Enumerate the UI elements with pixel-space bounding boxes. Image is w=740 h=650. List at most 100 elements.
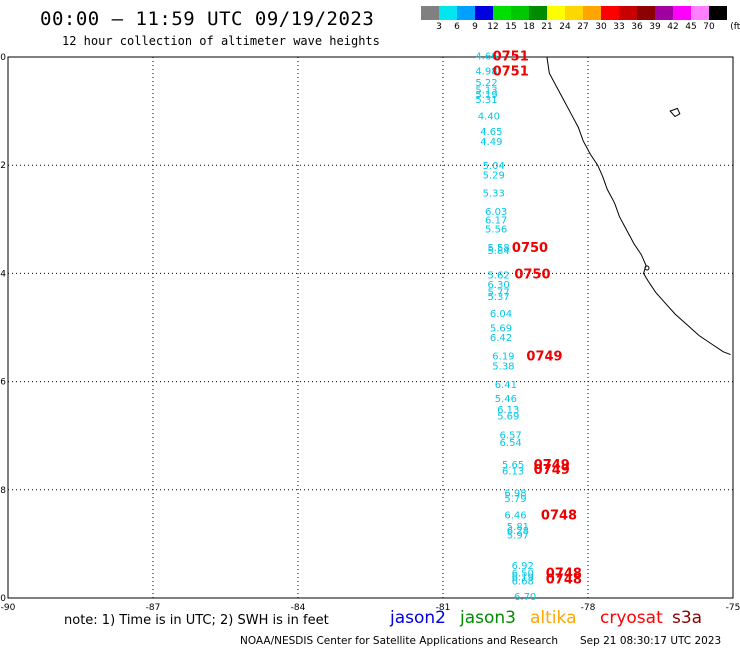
timestamp-text: Sep 21 08:30:17 UTC 2023 [580, 635, 722, 647]
colorbar-swatch [511, 6, 529, 20]
note-text: note: 1) Time is in UTC; 2) SWH is in fe… [64, 613, 329, 628]
lon-tick-label: -84 [291, 603, 306, 613]
swh-value-label: 6.57 [500, 431, 522, 442]
swh-value-label: 4.98 [475, 67, 497, 78]
swh-value-label: 5.04 [483, 161, 505, 172]
colorbar-swatch [637, 6, 655, 20]
colorbar-swatch [583, 6, 601, 20]
colorbar-swatch [619, 6, 637, 20]
time-label: 0749 [534, 458, 570, 473]
swh-value-label: 6.28 [507, 526, 529, 537]
colorbar-tick-label: 33 [613, 22, 625, 32]
colorbar-swatch [673, 6, 691, 20]
satellite-altika: altika [530, 608, 577, 628]
swh-value-label: 5.13 [475, 85, 497, 96]
satellite-s3a: s3a [672, 608, 703, 628]
colorbar-tick-label: 15 [505, 22, 517, 32]
lat-tick-label: -20 [0, 594, 6, 604]
colorbar-tick-label: 30 [595, 22, 607, 32]
swh-value-label: 5.81 [507, 522, 529, 533]
swh-value-label: 6.54 [500, 438, 522, 449]
time-label: 0751 [493, 65, 529, 80]
swh-value-label: 5.84 [487, 246, 509, 257]
colorbar-tick-label: 6 [454, 22, 460, 32]
colorbar-tick-label: 70 [703, 22, 715, 32]
colorbar-unit-label: (ft) [730, 22, 740, 32]
lat-tick-label: -16 [0, 378, 6, 388]
swh-value-label: 6.41 [495, 380, 517, 391]
time-label: 0750 [512, 241, 548, 256]
page-title: 00:00 – 11:59 UTC 09/19/2023 [40, 8, 375, 30]
time-label: 0750 [514, 267, 550, 282]
colorbar-tick-label: 45 [685, 22, 697, 32]
swh-value-label: 5.65 [502, 460, 524, 471]
swh-value-label: 6.42 [490, 333, 512, 344]
colorbar-tick-label: 21 [541, 22, 553, 32]
colorbar-swatch [565, 6, 583, 20]
swh-value-label: 5.33 [483, 188, 505, 199]
swh-value-label: 5.69 [490, 324, 512, 335]
map-frame [7, 56, 734, 599]
time-label: 0748 [541, 509, 577, 524]
swh-value-label: 5.29 [483, 170, 505, 181]
swh-value-label: 4.49 [480, 137, 502, 148]
page-subtitle: 12 hour collection of altimeter wave hei… [62, 34, 380, 48]
swh-value-label: 6.13 [502, 466, 524, 477]
swh-value-label: 4.65 [480, 127, 502, 138]
swh-value-label: 6.46 [504, 511, 526, 522]
lat-tick-label: -12 [0, 161, 6, 171]
colorbar-tick-label: 3 [436, 22, 442, 32]
credit-text: NOAA/NESDIS Center for Satellite Applica… [240, 635, 558, 647]
swh-value-label: 4.40 [478, 111, 500, 122]
colorbar-swatch [529, 6, 547, 20]
colorbar-tick-label: 36 [631, 22, 643, 32]
time-label: 0751 [493, 49, 529, 64]
colorbar-tick-label: 27 [577, 22, 589, 32]
colorbar-tick-label: 24 [559, 22, 571, 32]
time-label: 0748 [546, 567, 582, 582]
swh-value-label: 5.56 [485, 224, 507, 235]
swh-value-label: 5.37 [487, 292, 509, 303]
swh-value-label: 6.98 [504, 489, 526, 500]
lat-tick-label: -14 [0, 269, 6, 279]
satellite-jason2: jason2 [390, 608, 446, 628]
satellite-jason3: jason3 [460, 608, 516, 628]
coastline [546, 56, 731, 356]
lon-tick-label: -81 [436, 603, 451, 613]
lon-tick-label: -78 [581, 603, 596, 613]
colorbar-tick-label: 39 [649, 22, 661, 32]
colorbar-swatch [709, 6, 727, 20]
swh-value-label: 6.70 [514, 592, 536, 603]
swh-value-label: 6.68 [512, 577, 534, 588]
time-label: 0749 [534, 463, 570, 478]
colorbar-swatch [547, 6, 565, 20]
swh-value-label: 6.13 [497, 405, 519, 416]
swh-value-label: 5.69 [497, 412, 519, 423]
satellite-cryosat: cryosat [600, 608, 663, 628]
island-outline [669, 107, 681, 118]
swh-value-label: 6.17 [485, 215, 507, 226]
swh-value-label: 5.97 [507, 531, 529, 542]
colorbar-swatch [439, 6, 457, 20]
time-label: 0748 [546, 573, 582, 588]
colorbar-tick-label: 42 [667, 22, 679, 32]
colorbar-tick-label: 12 [487, 22, 499, 32]
lat-tick-label: -18 [0, 486, 6, 496]
swh-value-label: 6.50 [512, 569, 534, 580]
lat-tick-label: -10 [0, 53, 6, 63]
swh-value-label: 5.46 [495, 394, 517, 405]
lon-tick-label: -75 [726, 603, 740, 613]
colorbar-tick-label: 9 [472, 22, 478, 32]
swh-value-label: 5.38 [492, 361, 514, 372]
swh-value-label: 5.22 [475, 78, 497, 89]
swh-value-label: 5.58 [487, 243, 509, 254]
colorbar-swatch [457, 6, 475, 20]
swh-value-label: 5.62 [487, 270, 509, 281]
swh-value-label: 6.30 [487, 280, 509, 291]
swh-value-label: 5.31 [475, 95, 497, 106]
swh-value-label: 5.77 [487, 287, 509, 298]
colorbar-swatch [421, 6, 439, 20]
swh-value-label: 4.66 [475, 51, 497, 62]
swh-value-label: 6.19 [492, 352, 514, 363]
